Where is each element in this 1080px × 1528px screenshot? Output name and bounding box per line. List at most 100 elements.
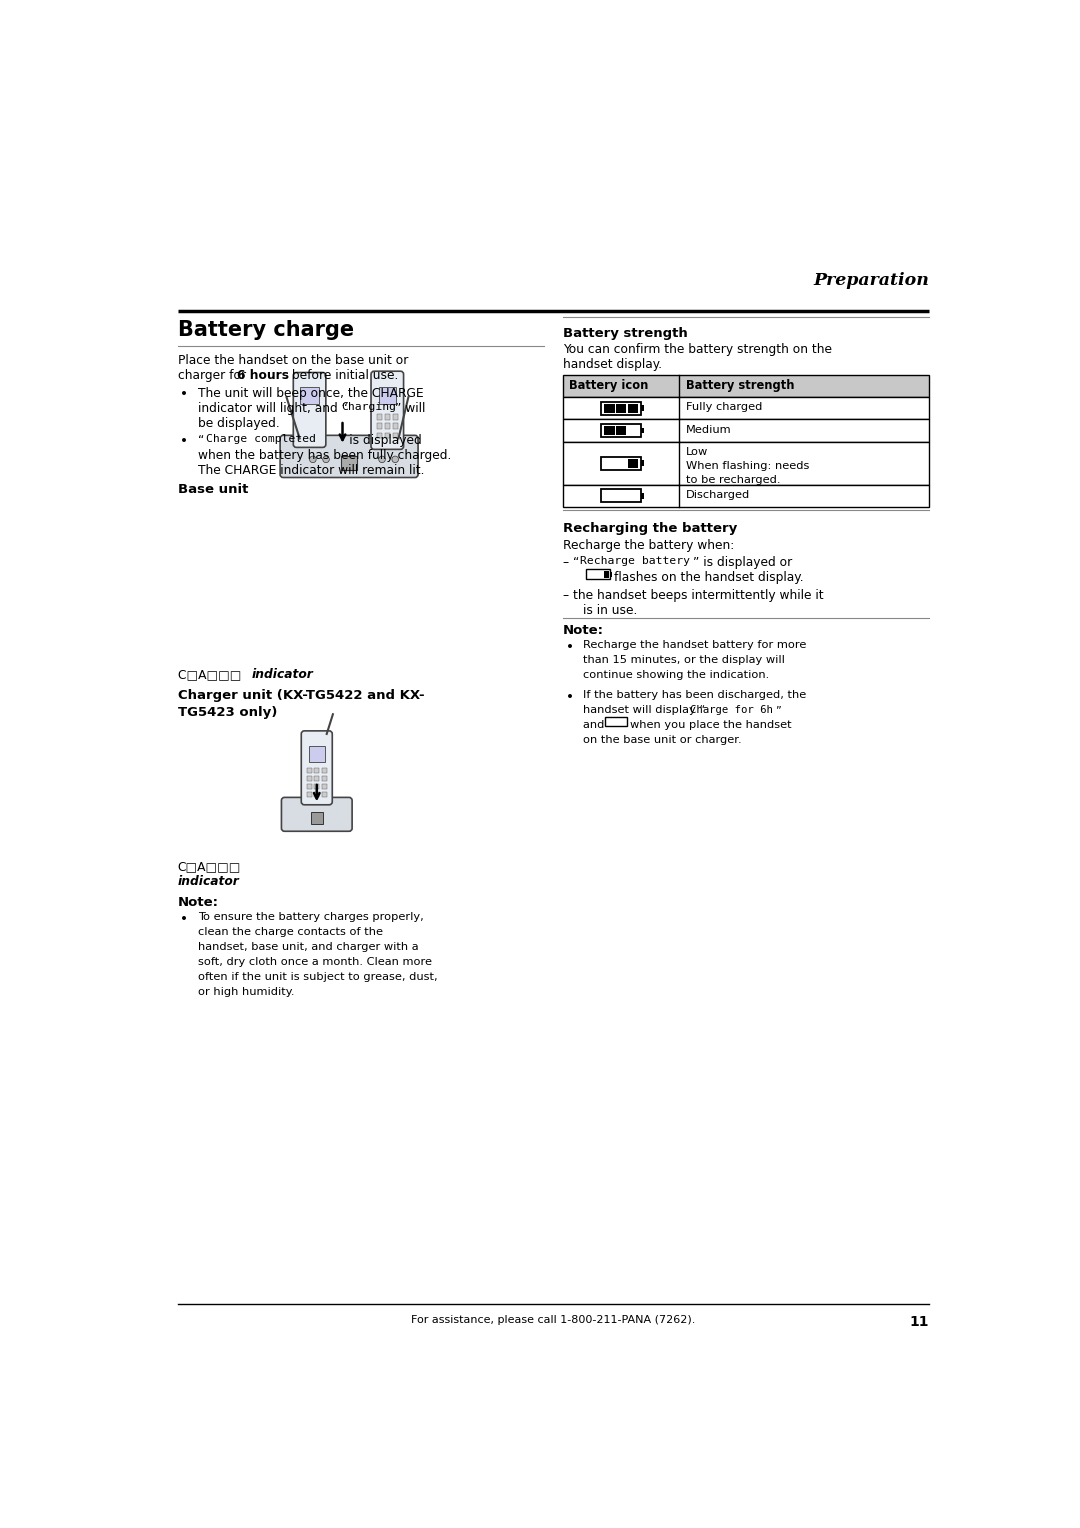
- Bar: [617, 403, 626, 413]
- Bar: [322, 769, 326, 773]
- Bar: [605, 717, 626, 726]
- Text: Recharge battery: Recharge battery: [580, 556, 690, 567]
- Text: clean the charge contacts of the: clean the charge contacts of the: [198, 927, 382, 937]
- Text: The unit will beep once, the CHARGE: The unit will beep once, the CHARGE: [198, 387, 423, 400]
- Text: You can confirm the battery strength on the: You can confirm the battery strength on …: [563, 344, 833, 356]
- Text: Battery icon: Battery icon: [569, 379, 649, 393]
- Text: is in use.: is in use.: [582, 604, 637, 617]
- Bar: [602, 457, 642, 469]
- Text: before initial use.: before initial use.: [288, 370, 399, 382]
- Text: If the battery has been discharged, the: If the battery has been discharged, the: [583, 689, 807, 700]
- Bar: [377, 432, 382, 439]
- Text: soft, dry cloth once a month. Clean more: soft, dry cloth once a month. Clean more: [198, 958, 432, 967]
- Text: continue showing the indication.: continue showing the indication.: [583, 671, 770, 680]
- Circle shape: [310, 455, 316, 463]
- Bar: [642, 494, 645, 498]
- Bar: [322, 793, 326, 798]
- Text: •: •: [180, 434, 188, 448]
- Bar: [563, 419, 930, 442]
- Text: ” will: ” will: [395, 402, 426, 416]
- Bar: [307, 776, 312, 781]
- Text: – the handset beeps intermittently while it: – the handset beeps intermittently while…: [563, 590, 824, 602]
- FancyBboxPatch shape: [282, 798, 352, 831]
- Bar: [602, 402, 642, 414]
- Text: flashes on the handset display.: flashes on the handset display.: [615, 571, 804, 584]
- Text: When flashing: needs: When flashing: needs: [686, 461, 809, 471]
- Bar: [563, 484, 930, 507]
- Bar: [602, 423, 642, 437]
- Bar: [309, 746, 325, 761]
- Bar: [384, 414, 390, 420]
- Bar: [314, 784, 320, 790]
- Text: 6 hours: 6 hours: [238, 370, 289, 382]
- Text: indicator will light, and “: indicator will light, and “: [198, 402, 348, 416]
- Bar: [610, 571, 611, 576]
- Text: to be recharged.: to be recharged.: [686, 475, 780, 484]
- Text: often if the unit is subject to grease, dust,: often if the unit is subject to grease, …: [198, 972, 437, 983]
- Text: Battery charge: Battery charge: [177, 321, 354, 341]
- Bar: [563, 374, 930, 397]
- Text: ”: ”: [774, 704, 781, 715]
- Text: Preparation: Preparation: [813, 272, 930, 289]
- FancyBboxPatch shape: [280, 435, 418, 477]
- Circle shape: [323, 455, 329, 463]
- Bar: [642, 428, 645, 434]
- Text: Battery strength: Battery strength: [686, 379, 794, 393]
- Circle shape: [379, 455, 386, 463]
- Text: and: and: [583, 720, 608, 730]
- Text: Base unit: Base unit: [177, 483, 248, 497]
- Text: Note:: Note:: [563, 623, 604, 637]
- Text: handset will display “: handset will display “: [583, 704, 705, 715]
- Bar: [629, 403, 638, 413]
- Bar: [604, 571, 608, 578]
- Text: C□A□□□: C□A□□□: [177, 668, 248, 681]
- Text: C□A□□□: C□A□□□: [177, 860, 241, 872]
- Text: •: •: [180, 912, 188, 926]
- Text: when the battery has been fully charged.: when the battery has been fully charged.: [198, 449, 451, 461]
- Text: To ensure the battery charges properly,: To ensure the battery charges properly,: [198, 912, 423, 923]
- Text: Recharging the battery: Recharging the battery: [563, 523, 738, 535]
- Text: TG5423 only): TG5423 only): [177, 706, 276, 718]
- Text: charger for: charger for: [177, 370, 249, 382]
- Bar: [605, 403, 615, 413]
- Bar: [602, 489, 642, 503]
- Circle shape: [392, 455, 399, 463]
- Bar: [307, 784, 312, 790]
- Text: •: •: [566, 640, 573, 654]
- Bar: [384, 432, 390, 439]
- Bar: [392, 414, 397, 420]
- Text: – “: – “: [563, 556, 580, 570]
- Bar: [629, 458, 638, 468]
- Text: Discharged: Discharged: [686, 490, 750, 500]
- Text: Charge completed: Charge completed: [205, 434, 315, 443]
- Bar: [377, 414, 382, 420]
- Bar: [314, 793, 320, 798]
- Text: The CHARGE indicator will remain lit.: The CHARGE indicator will remain lit.: [198, 465, 424, 477]
- Bar: [314, 769, 320, 773]
- FancyBboxPatch shape: [301, 730, 333, 805]
- Bar: [307, 793, 312, 798]
- Text: Place the handset on the base unit or: Place the handset on the base unit or: [177, 354, 408, 367]
- Text: Charger unit (KX-TG5422 and KX-: Charger unit (KX-TG5422 and KX-: [177, 689, 424, 703]
- Bar: [392, 432, 397, 439]
- Bar: [626, 720, 629, 723]
- Bar: [617, 426, 626, 435]
- Text: handset, base unit, and charger with a: handset, base unit, and charger with a: [198, 943, 418, 952]
- FancyBboxPatch shape: [294, 373, 326, 448]
- Text: Recharge the battery when:: Recharge the battery when:: [563, 539, 734, 552]
- Text: Fully charged: Fully charged: [686, 402, 762, 413]
- Text: Recharge the handset battery for more: Recharge the handset battery for more: [583, 640, 807, 651]
- Bar: [379, 387, 396, 403]
- Text: when you place the handset: when you place the handset: [630, 720, 792, 730]
- FancyBboxPatch shape: [372, 371, 404, 449]
- Text: or high humidity.: or high humidity.: [198, 987, 294, 998]
- Bar: [322, 776, 326, 781]
- Text: Charging: Charging: [341, 402, 396, 413]
- Text: 11: 11: [909, 1316, 930, 1329]
- Text: indicator: indicator: [177, 876, 240, 888]
- Bar: [642, 460, 645, 466]
- Text: ” is displayed: ” is displayed: [339, 434, 421, 446]
- Text: than 15 minutes, or the display will: than 15 minutes, or the display will: [583, 656, 785, 665]
- Bar: [384, 423, 390, 429]
- Bar: [322, 784, 326, 790]
